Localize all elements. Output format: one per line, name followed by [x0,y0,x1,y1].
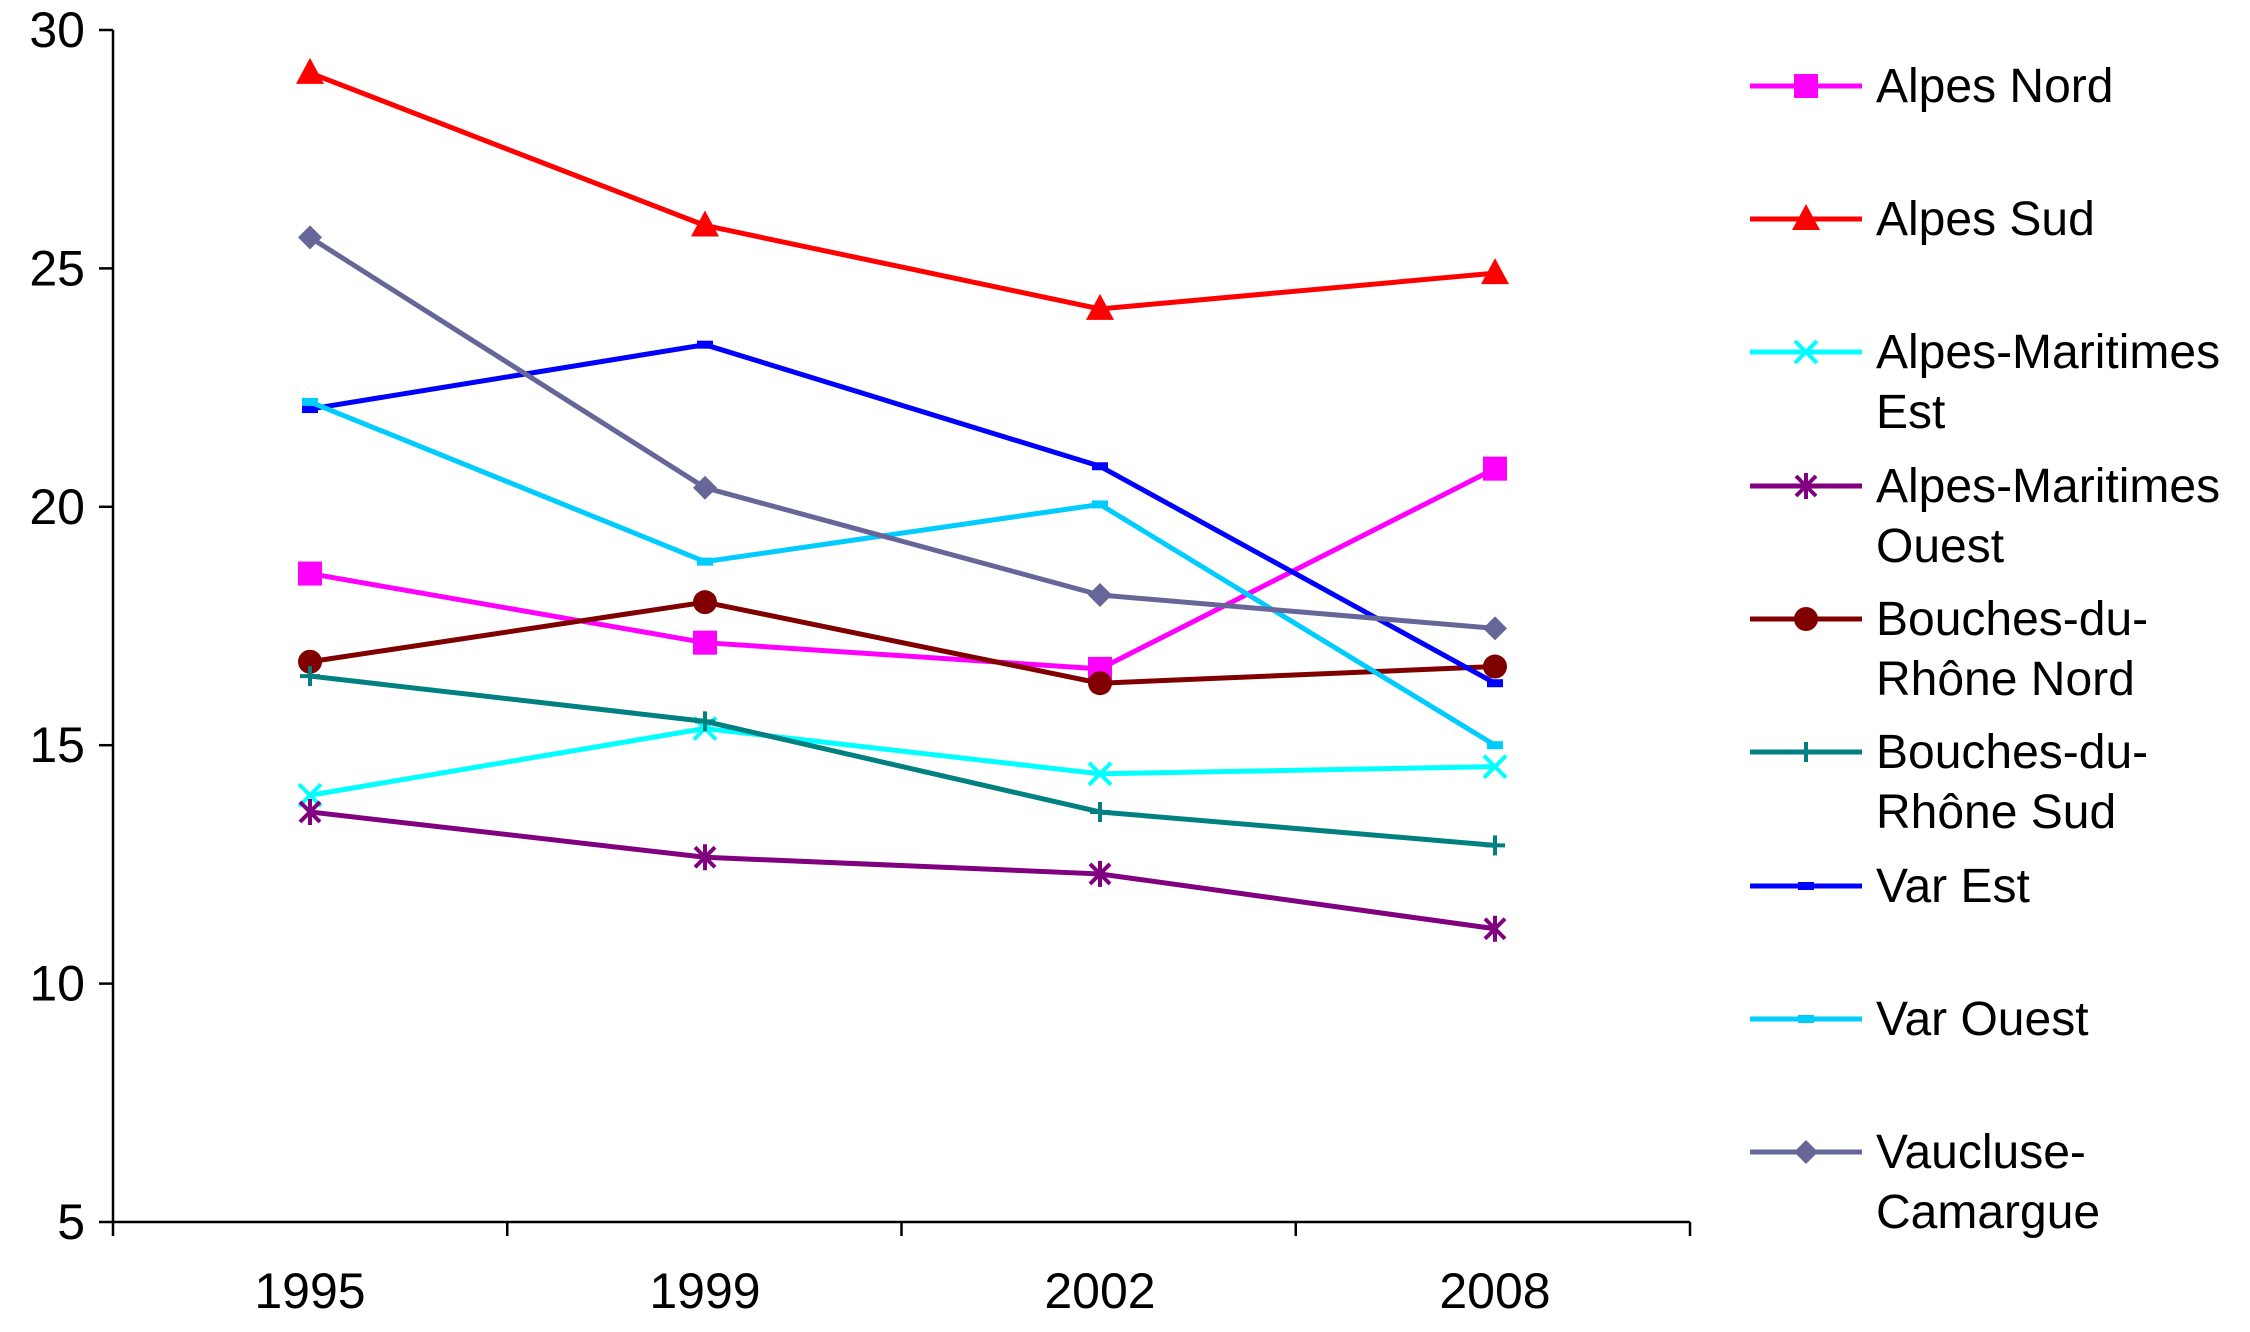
y-tick-label: 15 [29,717,85,773]
legend-item-vaucluse-camargue: Vaucluse- Camargue [1750,1126,2100,1239]
series-line-alpes-nord [309,466,1497,672]
x-tick-label: 1999 [649,1263,760,1319]
legend-item-var-ouest: Var Ouest [1750,993,2089,1046]
legend-marker-alpes-maritimes-ouest [1794,473,1818,499]
series-line-alpes-maritimes-ouest [309,809,1496,932]
data-point-var-est-2008 [1487,679,1503,688]
data-point-var-ouest-2002 [1092,500,1108,509]
legend-item-alpes-nord: Alpes Nord [1750,60,2113,113]
series-line-bouches-du-rhone-sud [309,673,1496,848]
data-point-alpes-nord-2008 [1483,456,1507,481]
series-line-var-est [309,342,1497,686]
series-alpes-maritimes-ouest [298,798,1507,942]
data-point-alpes-maritimes-est-2002 [1087,761,1113,787]
y-tick-label: 20 [29,479,85,535]
legend-label: Ouest [1876,520,2004,573]
data-point-alpes-nord-1995 [298,561,322,586]
x-tick-label: 2008 [1439,1263,1550,1319]
legend-label: Alpes-Maritimes [1876,326,2220,379]
chart-axes: 5 10 15 20 25 30 1995 1999 2002 2008 [29,2,1692,1319]
data-point-bouches-du-rhone-sud-1995 [300,666,320,687]
data-point-alpes-maritimes-ouest-2002 [1088,860,1112,887]
data-point-vaucluse-camargue-2008 [1483,616,1507,641]
data-point-alpes-sud-2008 [1481,258,1509,285]
series-line-var-ouest [309,399,1497,748]
legend-marker-alpes-maritimes-est [1793,339,1819,365]
y-tick-label: 5 [57,1194,85,1250]
data-point-vaucluse-camargue-1995 [298,225,322,250]
legend-marker-vaucluse-camargue [1794,1140,1818,1164]
data-point-alpes-sud-1995 [296,57,324,84]
series-alpes-nord [298,456,1507,681]
legend-label: Alpes Nord [1876,60,2113,113]
legend-label: Var Est [1876,860,2030,913]
y-tick-label: 30 [29,2,85,58]
data-point-alpes-maritimes-ouest-1999 [693,844,717,871]
legend-item-bouches-du-rhone-nord: Bouches-du- Rhône Nord [1750,593,2148,706]
data-point-alpes-sud-1999 [691,210,719,237]
data-point-alpes-nord-1999 [693,630,717,655]
legend-label: Var Ouest [1876,993,2089,1046]
legend-item-var-est: Var Est [1750,860,2030,913]
data-point-alpes-maritimes-ouest-2008 [1483,915,1507,942]
legend-marker-var-est [1798,882,1814,890]
series-line-alpes-maritimes-est [309,726,1496,798]
data-point-bouches-du-rhone-sud-2002 [1090,801,1110,822]
series-line-bouches-du-rhone-nord [309,599,1496,686]
data-point-bouches-du-rhone-sud-2008 [1485,835,1505,856]
data-point-bouches-du-rhone-nord-2008 [1483,654,1507,679]
data-point-var-est-1999 [697,340,713,349]
legend-label: Bouches-du- [1876,593,2148,646]
legend-label: Est [1876,386,1945,439]
data-point-var-est-2002 [1092,462,1108,471]
legend-item-bouches-du-rhone-sud: Bouches-du- Rhône Sud [1750,726,2148,839]
data-point-var-ouest-2008 [1487,741,1503,750]
series-vaucluse-camargue [298,225,1507,641]
legend-label: Rhône Nord [1876,653,2135,706]
legend-marker-bouches-du-rhone-sud [1796,742,1816,762]
series-alpes-maritimes-est [297,716,1508,808]
series-var-ouest [302,397,1503,750]
x-tick-label: 1995 [254,1263,365,1319]
legend-label: Bouches-du- [1876,726,2148,779]
y-tick-label: 10 [29,956,85,1012]
legend-label: Camargue [1876,1186,2100,1239]
legend-label: Rhône Sud [1876,786,2116,839]
legend-marker-alpes-nord [1794,74,1818,98]
data-point-var-ouest-1999 [697,557,713,566]
legend-marker-var-ouest [1798,1015,1814,1023]
data-point-alpes-maritimes-est-2008 [1482,754,1508,780]
data-point-bouches-du-rhone-nord-1995 [298,649,322,674]
legend-label: Alpes-Maritimes [1876,460,2220,513]
data-point-vaucluse-camargue-2002 [1088,583,1112,608]
data-point-var-est-1995 [302,405,318,414]
data-point-bouches-du-rhone-nord-2002 [1088,671,1112,696]
data-point-bouches-du-rhone-sud-1999 [695,711,715,732]
series-bouches-du-rhone-sud [300,666,1505,856]
series-var-est [302,340,1503,688]
legend-item-alpes-maritimes-ouest: Alpes-Maritimes Ouest [1750,460,2220,573]
legend-marker-alpes-sud [1792,204,1820,230]
legend-label: Alpes Sud [1876,193,2095,246]
legend-item-alpes-maritimes-est: Alpes-Maritimes Est [1750,326,2220,439]
data-point-vaucluse-camargue-1999 [693,475,717,500]
data-point-bouches-du-rhone-nord-1999 [693,590,717,615]
series-alpes-sud [296,57,1509,320]
legend-marker-bouches-du-rhone-nord [1794,607,1818,631]
series-line-vaucluse-camargue [308,235,1496,631]
legend-label: Vaucluse- [1876,1126,2086,1179]
series-bouches-du-rhone-nord [298,590,1507,696]
data-point-alpes-sud-2002 [1086,293,1114,320]
chart-series [296,57,1509,942]
series-line-alpes-sud [309,70,1496,312]
legend-item-alpes-sud: Alpes Sud [1750,193,2095,246]
data-point-alpes-maritimes-ouest-1995 [298,798,322,825]
x-tick-label: 2002 [1044,1263,1155,1319]
y-tick-label: 25 [29,240,85,296]
data-point-var-ouest-1995 [302,397,318,406]
